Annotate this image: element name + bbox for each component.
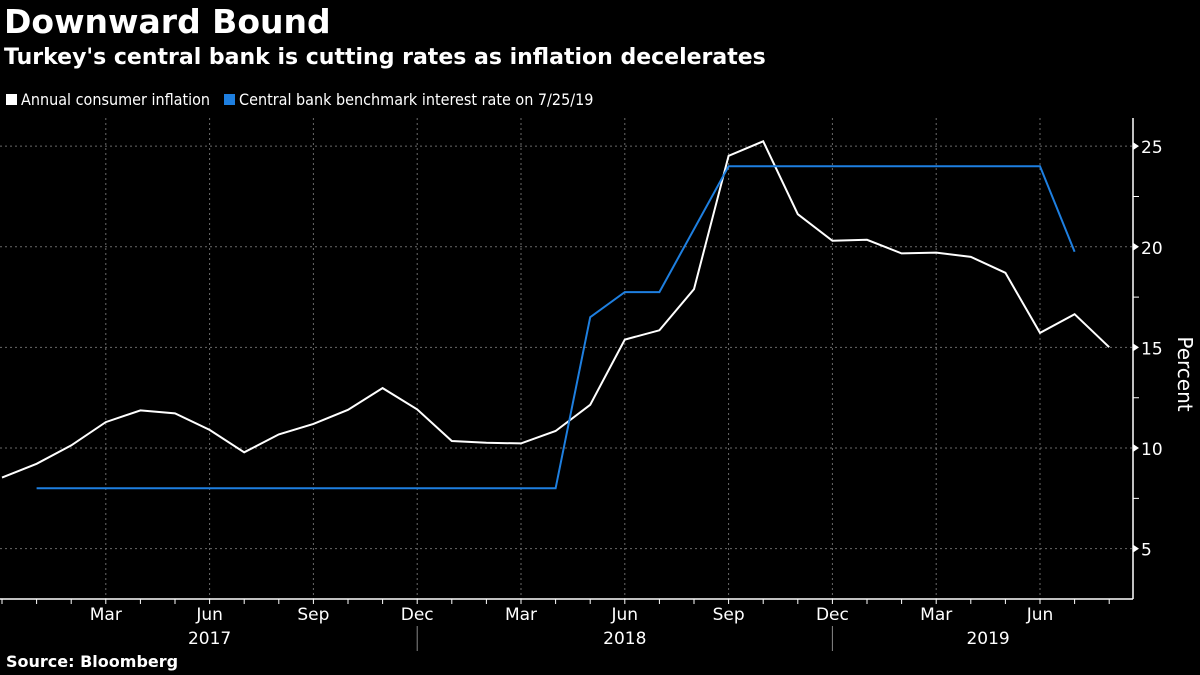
y-axis-label: Percent [1173,336,1197,411]
source-note: Source: Bloomberg [6,652,179,671]
y-tick-label: 10 [1141,440,1163,460]
x-tick-label: Sep [297,605,329,625]
y-tick-marker [1133,343,1139,352]
legend-label-rate: Central bank benchmark interest rate on … [239,90,594,109]
interest-rate-line [36,165,1076,490]
legend-swatch-rate [224,94,236,105]
x-axis: Mar Jun Sep Dec Mar Jun Sep Dec Mar Jun 2017 2018 20… [0,598,1133,651]
legend-label-inflation: Annual consumer inflation [21,90,211,109]
y-tick-marker [1133,444,1139,453]
legend-swatch-inflation [6,94,17,105]
series-lines [1,140,1110,490]
x-tick-label: Mar [505,605,537,625]
legend: Annual consumer inflation Central bank b… [6,90,607,109]
chart-title: Downward Bound [4,2,331,41]
y-tick-marker [1133,544,1139,553]
x-tick-label: Mar [920,605,952,625]
y-axis: Percent 5 10 15 20 25 [1132,118,1197,599]
inflation-line [1,140,1110,479]
x-tick-label: Jun [611,605,639,625]
x-tick-label: Jun [1026,605,1054,625]
x-tick-label: Dec [816,605,849,625]
x-tick-label: Jun [195,605,223,625]
legend-item-rate: Central bank benchmark interest rate on … [224,90,593,109]
year-label: 2018 [603,629,646,649]
legend-item-inflation: Annual consumer inflation [6,90,210,109]
year-label: 2019 [966,629,1009,649]
chart-subtitle: Turkey's central bank is cutting rates a… [4,45,766,70]
x-tick-label: Mar [90,605,122,625]
y-tick-label: 20 [1141,239,1163,259]
y-tick-label: 25 [1141,138,1163,158]
y-tick-marker [1133,142,1139,151]
year-label: 2017 [188,629,231,649]
y-tick-label: 5 [1141,541,1152,561]
grid [0,118,1133,599]
x-tick-label: Sep [713,605,745,625]
x-tick-label: Dec [401,605,434,625]
y-tick-marker [1133,242,1139,251]
y-tick-label: 15 [1141,339,1163,359]
